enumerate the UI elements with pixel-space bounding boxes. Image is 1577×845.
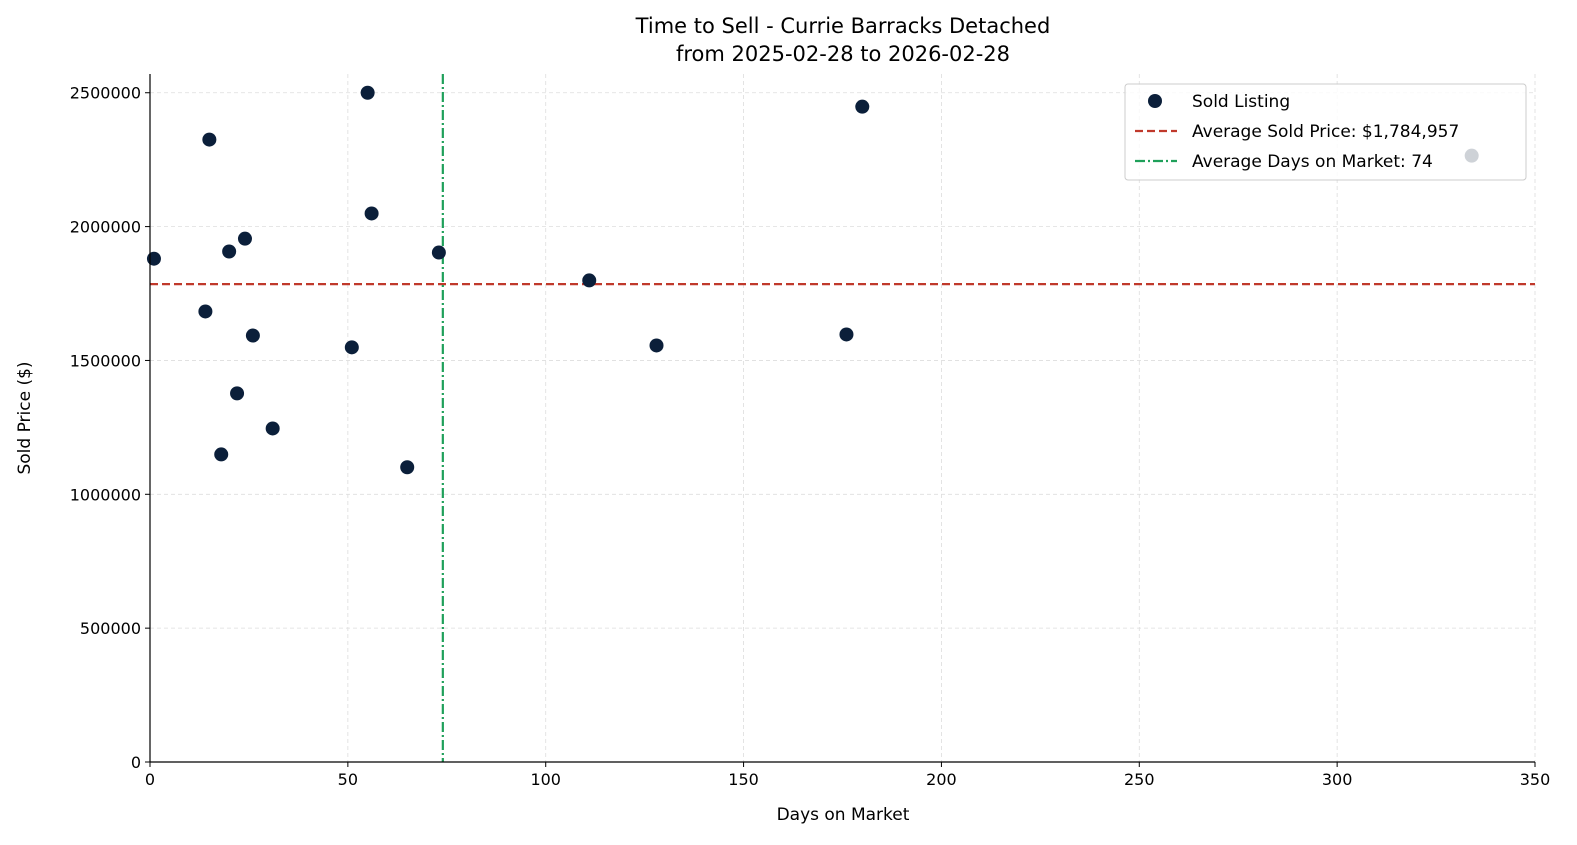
data-point <box>222 244 237 259</box>
data-point <box>855 99 870 114</box>
legend-box <box>1124 83 1527 181</box>
x-tick-label: 300 <box>1322 770 1353 789</box>
data-point <box>400 460 415 475</box>
data-point <box>245 328 260 343</box>
chart-title: Time to Sell - Currie Barracks Detached <box>635 14 1051 38</box>
x-tick-label: 200 <box>926 770 957 789</box>
x-tick-label: 350 <box>1520 770 1551 789</box>
data-point <box>202 132 217 147</box>
legend: Sold Listing Average Sold Price: $1,784,… <box>1124 83 1527 181</box>
y-tick-label: 0 <box>131 753 141 772</box>
chart-subtitle: from 2025-02-28 to 2026-02-28 <box>676 42 1010 66</box>
y-tick-label: 2000000 <box>70 218 141 237</box>
data-point <box>364 206 379 221</box>
x-tick-label: 100 <box>530 770 561 789</box>
legend-label-sold: Sold Listing <box>1192 92 1290 112</box>
grid <box>149 74 1536 763</box>
y-tick-label: 1500000 <box>70 351 141 370</box>
data-point <box>198 304 213 319</box>
data-point <box>237 231 252 246</box>
data-point <box>344 340 359 355</box>
legend-label-avg-days: Average Days on Market: 74 <box>1192 152 1433 172</box>
data-point <box>649 338 664 353</box>
x-axis-label: Days on Market <box>777 805 910 825</box>
y-tick-label: 500000 <box>80 619 141 638</box>
data-point <box>214 447 229 462</box>
legend-label-avg-price: Average Sold Price: $1,784,957 <box>1192 122 1459 142</box>
reference-lines <box>150 74 1535 762</box>
y-axis-label: Sold Price ($) <box>15 361 35 474</box>
data-point <box>230 386 245 401</box>
y-tick-label: 2500000 <box>70 84 141 103</box>
data-point <box>360 85 375 100</box>
x-tick-label: 0 <box>145 770 155 789</box>
legend-marker-sold <box>1148 94 1162 108</box>
x-tick-label: 250 <box>1124 770 1155 789</box>
x-tick-label: 50 <box>338 770 358 789</box>
data-point <box>839 327 854 342</box>
data-point <box>265 421 280 436</box>
data-point <box>582 273 597 288</box>
x-tick-label: 150 <box>728 770 759 789</box>
axes: 0 50 100 150 200 250 300 350 0 500000 1000000 15000… <box>70 74 1551 789</box>
data-point <box>146 251 161 266</box>
y-tick-label: 1000000 <box>70 485 141 504</box>
data-point <box>431 245 446 260</box>
